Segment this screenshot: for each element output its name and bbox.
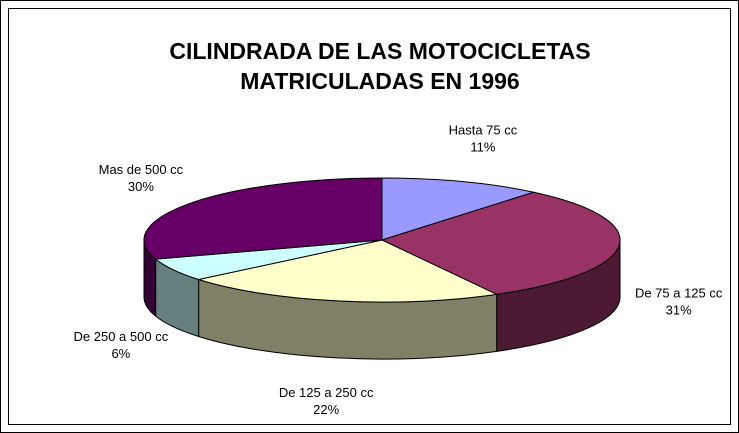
pie-slice — [380, 191, 621, 295]
data-label-name: Hasta 75 cc — [449, 123, 518, 138]
pie-slice — [143, 177, 383, 260]
chart-border — [8, 8, 731, 425]
chart-title: CILINDRADA DE LAS MOTOCICLETAS MATRICULA… — [169, 38, 591, 94]
data-label-name: Mas de 500 cc — [99, 162, 184, 177]
pie-slice — [381, 177, 536, 241]
data-label-value: 31% — [666, 303, 692, 318]
data-label-name: De 125 a 250 cc — [279, 385, 374, 400]
data-label-name: De 250 a 500 cc — [74, 329, 169, 344]
data-label-value: 6% — [111, 346, 130, 361]
data-label-value: 30% — [128, 179, 154, 194]
data-label-name: De 75 a 125 cc — [635, 286, 723, 301]
pie-slice — [196, 239, 499, 303]
data-label-value: 22% — [313, 402, 339, 417]
data-label-value: 11% — [470, 140, 495, 155]
